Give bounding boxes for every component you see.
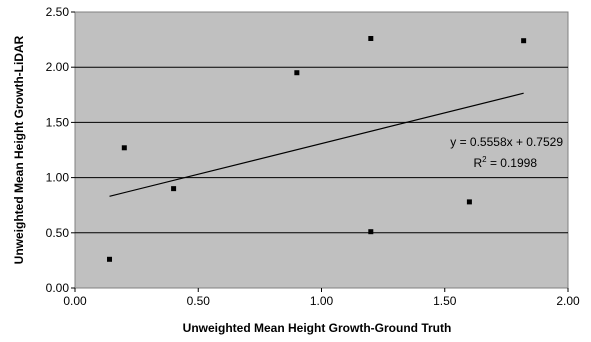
data-point <box>368 35 374 41</box>
gridlines <box>75 66 568 234</box>
r-squared-label: R2 = 0.1998 <box>473 155 537 170</box>
data-point <box>521 38 527 44</box>
trendline <box>109 92 524 197</box>
data-point <box>466 199 472 205</box>
x-tick-label: 1.00 <box>310 294 334 308</box>
x-tick-label: 2.00 <box>556 294 580 308</box>
data-point <box>107 256 113 262</box>
y-axis-title: Unweighted Mean Height Growth-LiDAR <box>12 35 26 264</box>
y-tick-label: 0.00 <box>46 281 70 295</box>
y-axis-ticks: 0.00 0.50 1.00 1.50 2.00 2.50 <box>46 5 75 295</box>
x-axis-title: Unweighted Mean Height Growth-Ground Tru… <box>183 321 452 335</box>
data-point <box>121 145 127 151</box>
data-point <box>171 186 177 192</box>
y-tick-label: 2.50 <box>46 5 70 19</box>
data-point <box>294 70 300 76</box>
trendline-equation: y = 0.5558x + 0.7529 <box>450 135 563 149</box>
data-points <box>107 35 527 262</box>
x-tick-label: 0.00 <box>63 294 87 308</box>
plot-area <box>74 11 569 289</box>
x-axis-ticks: 0.00 0.50 1.00 1.50 2.00 <box>63 288 580 308</box>
x-tick-label: 1.50 <box>433 294 457 308</box>
y-tick-label: 0.50 <box>46 226 70 240</box>
y-tick-label: 2.00 <box>46 60 70 74</box>
data-point <box>368 229 374 235</box>
y-tick-label: 1.00 <box>46 171 70 185</box>
y-tick-label: 1.50 <box>46 115 70 129</box>
x-tick-label: 0.50 <box>187 294 211 308</box>
